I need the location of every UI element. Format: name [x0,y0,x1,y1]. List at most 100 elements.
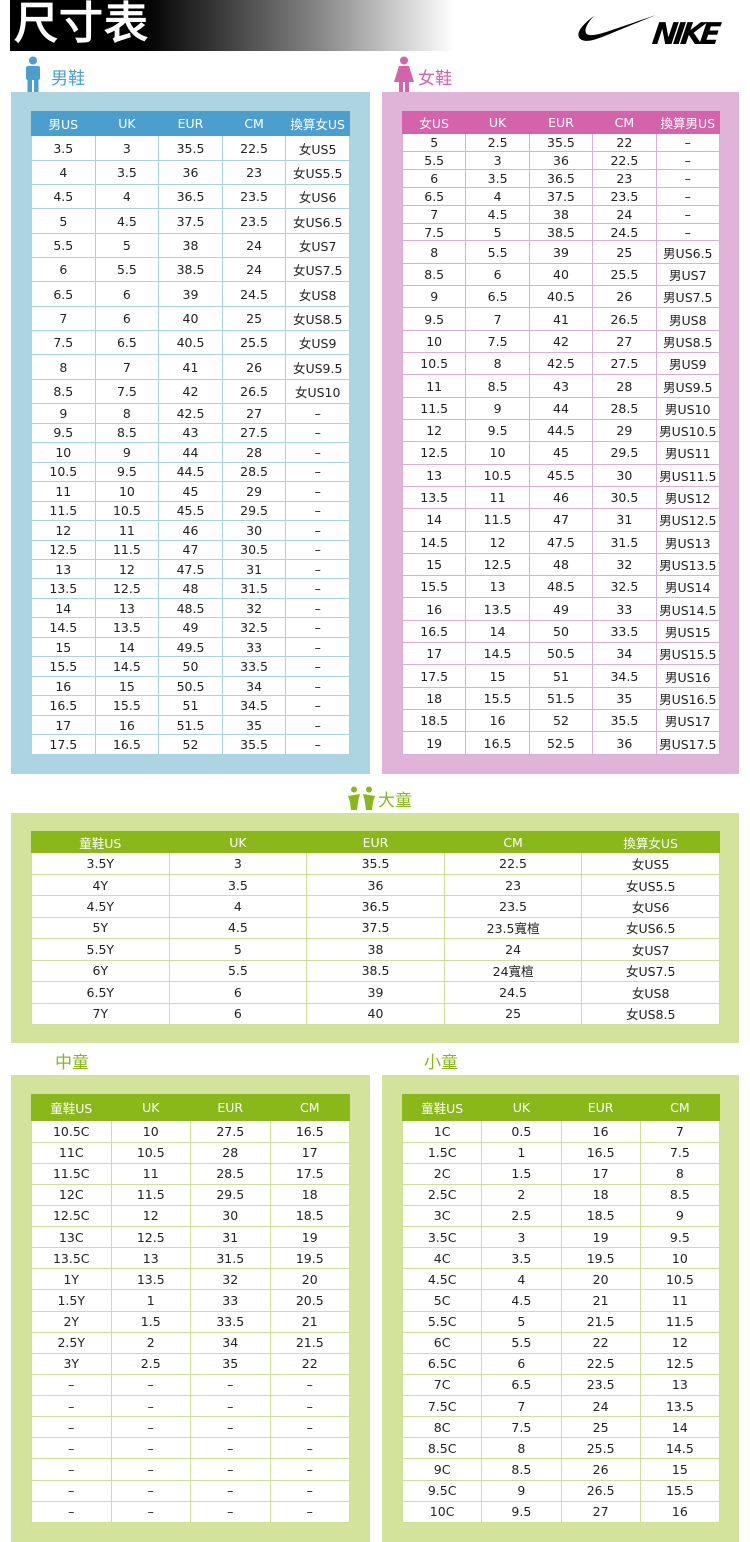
table-cell: 6 [94,281,160,307]
table-row: 8 5.5 39 25 男US6.5 [401,240,721,264]
table-cell: – [190,1416,271,1439]
table-cell: 22 [560,1331,641,1354]
table-row: 18 15.5 51.5 35 男US16.5 [401,686,721,711]
table-cell: 21.5 [560,1310,641,1333]
table-cell: 52.5 [528,731,594,755]
table-cell: 10 [465,441,530,465]
table-cell: – [285,558,350,580]
table-cell: 16 [639,1500,721,1524]
table-cell: 1 [110,1289,191,1312]
column-header: UK [110,1093,191,1122]
table-header-row: 童鞋US UK EUR CM 換算女US [31,830,720,854]
table-row: 5.5Y 5 38 24 女US7 [31,938,720,961]
table-header-row: 童鞋US UK EUR CM [31,1093,350,1122]
column-header: 換算女US [581,830,720,854]
table-cell: 男US10 [655,396,721,420]
table-cell: 16 [94,714,160,736]
table-cell: 4 [94,184,160,210]
table-cell: – [285,597,350,619]
table-row: 10C 9.5 27 16 [401,1500,721,1524]
table-cell: 男US7.5 [655,285,721,309]
table-row: 8C 7.5 25 14 [401,1416,721,1439]
table-cell: 女US6 [581,895,720,918]
table-cell: 11 [110,1162,191,1185]
table-row: 12.5 10 45 29.5 男US11 [401,441,721,465]
table-cell: 40.5 [158,330,223,356]
table-cell: 36 [592,731,657,755]
table-row: 14.5 13.5 49 32.5– [31,617,350,638]
table-cell: 27 [592,329,657,354]
table-cell: 5.5Y [31,938,170,961]
table-cell: 13C [31,1226,112,1249]
table-cell: 17.5 [31,734,96,755]
table-cell: 6 [481,1352,562,1375]
table-cell: 11 [31,481,96,502]
table-cell: 2.5 [110,1352,191,1375]
table-cell: 13.5 [401,485,467,510]
table-cell: 13.5 [110,1268,191,1291]
table-cell: 6.5 [465,285,530,309]
table-cell: 6.5C [401,1352,483,1375]
table-cell: 23.5 [443,895,583,918]
table-cell: 26 [221,354,287,380]
table-cell: 22.5 [443,852,583,875]
table-cell: – [190,1437,271,1460]
table-cell: 29.5 [592,441,657,465]
table-cell: 女US8 [581,981,720,1004]
table-cell: 男US14.5 [655,597,721,621]
table-row: – – – – [31,1373,350,1397]
woman-icon [394,56,414,92]
table-row: 16.5 14 50 33.5 男US15 [401,619,721,644]
table-cell: 5 [31,208,96,234]
table-cell: 2.5Y [31,1331,112,1354]
table-row: – – – – [31,1416,350,1439]
table-row: 5.5 3 36 22.5– [401,151,721,171]
table-cell: 10.5 [31,461,96,483]
table-cell: – [285,714,350,736]
table-cell: 26.5 [560,1479,641,1502]
table-cell: – [285,636,350,658]
table-cell: 20.5 [269,1289,350,1312]
table-cell: 28.5 [221,461,287,483]
column-header: UK [465,110,530,135]
table-cell: 12 [94,558,160,580]
table-cell: 15.5 [401,575,467,599]
table-cell: 38 [528,204,594,224]
table-cell: 13.5 [639,1395,721,1418]
table-cell: 12.5 [401,441,467,465]
table-row: 3C 2.5 18.5 9 [401,1204,721,1228]
table-cell: 15.5 [639,1479,721,1502]
table-cell: 9.5 [465,418,530,443]
table-cell: 27.5 [592,352,657,376]
table-cell: 33.5 [190,1310,271,1333]
table-cell: 男US15 [655,619,721,644]
table-cell: 14.5 [639,1437,721,1460]
table-cell: 52 [158,734,223,755]
table-cell: 12.5 [465,552,530,577]
table-cell: 5 [94,232,160,259]
table-cell: – [190,1500,271,1524]
table-cell: 44 [528,396,594,420]
table-cell: 8.5 [31,378,96,405]
table-cell: 女US7 [581,938,720,961]
table-row: 3Y 2.5 35 22 [31,1352,350,1375]
table-row: 1.5C 1 16.5 7.5 [401,1141,721,1164]
table-cell: 28.5 [592,396,657,420]
table-cell: – [655,151,721,171]
table-cell: 13 [401,463,467,487]
table-row: 6 5.5 38.5 24 女US7.5 [31,257,350,283]
table-cell: 17.5 [401,664,467,688]
table-cell: – [110,1479,191,1502]
table-row: 6.5C 6 22.5 12.5 [401,1352,721,1375]
table-cell: 3 [94,135,160,161]
table-cell: 26 [592,285,657,309]
table-row: 7 6 40 25 女US8.5 [31,305,350,332]
table-row: – – – – [31,1458,350,1481]
table-cell: – [269,1458,350,1481]
table-cell: 37.5 [528,186,594,206]
table-cell: – [269,1500,350,1524]
table-cell: 38.5 [306,959,445,983]
table-row: 11C 10.5 28 17 [31,1141,350,1164]
table-row: 4.5C 4 20 10.5 [401,1268,721,1291]
table-header-row: 童鞋US UK EUR CM [401,1093,721,1122]
